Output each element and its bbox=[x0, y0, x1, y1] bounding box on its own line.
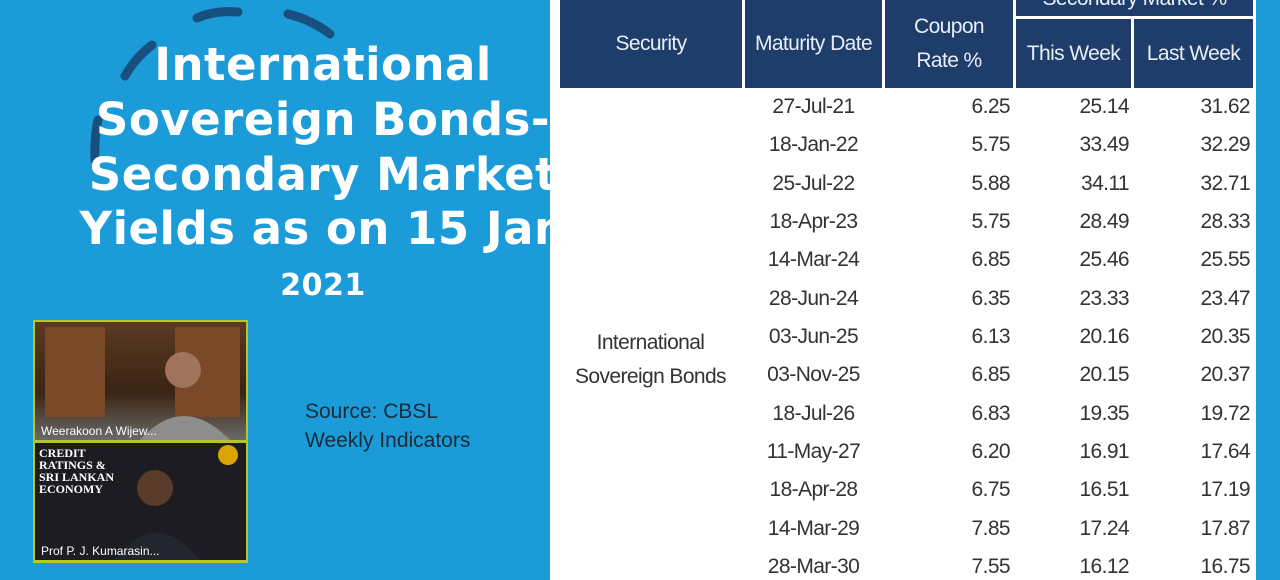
maturity-date: 27-Jul-21 bbox=[772, 95, 855, 118]
yield-this-week: 23.33 bbox=[1079, 286, 1129, 310]
video-frame bbox=[115, 445, 238, 560]
video-frame bbox=[45, 327, 240, 440]
yield-this-week: 25.46 bbox=[1079, 248, 1129, 272]
yield-this-week: 28.49 bbox=[1079, 209, 1129, 233]
decoration bbox=[90, 7, 335, 165]
yield-this-week: 16.12 bbox=[1079, 554, 1129, 578]
maturity-date: 25-Jul-22 bbox=[772, 171, 855, 195]
maturity-date: 18-Apr-28 bbox=[769, 478, 859, 502]
header-last-week: Last Week bbox=[1134, 19, 1253, 88]
maturity-date: 11-May-27 bbox=[766, 439, 861, 463]
yield-this-week: 16.91 bbox=[1079, 439, 1129, 463]
header-maturity: Maturity Date bbox=[745, 0, 882, 88]
maturity-date: 14-Mar-29 bbox=[767, 516, 860, 540]
yield-last-week: 20.37 bbox=[1200, 363, 1250, 387]
title-line: Secondary Market bbox=[88, 148, 558, 201]
maturity-date: 18-Apr-23 bbox=[769, 209, 859, 233]
yield-this-week: 33.49 bbox=[1079, 133, 1129, 157]
coupon-rate: 7.85 bbox=[971, 516, 1011, 540]
yield-this-week: 20.15 bbox=[1079, 363, 1129, 387]
maturity-date: 28-Jun-24 bbox=[768, 286, 859, 310]
yield-last-week: 28.33 bbox=[1200, 209, 1250, 233]
table-panel: Security Maturity Date Coupon Rate % Second… bbox=[550, 0, 1256, 580]
participant-name: Prof P. J. Kumarasin... bbox=[41, 544, 160, 558]
coupon-rate: 5.75 bbox=[971, 133, 1011, 157]
source-line: Weekly Indicators bbox=[305, 429, 471, 452]
maturity-date: 18-Jan-22 bbox=[768, 133, 859, 157]
yield-last-week: 17.64 bbox=[1200, 439, 1250, 463]
maturity-date: 03-Jun-25 bbox=[768, 324, 859, 348]
yield-last-week: 32.29 bbox=[1200, 133, 1250, 157]
yield-this-week: 19.35 bbox=[1079, 401, 1129, 425]
header-security: Security bbox=[560, 0, 742, 88]
shared-slide-text: CREDIT RATINGS & SRI LANKAN ECONOMY bbox=[39, 446, 115, 496]
yield-this-week: 17.24 bbox=[1079, 516, 1129, 540]
header-text: Security bbox=[615, 32, 687, 55]
header-text: Secondary Market % bbox=[1042, 0, 1227, 16]
coupon-rate: 7.55 bbox=[971, 554, 1011, 578]
title-line: Yields as on 15 Jan bbox=[79, 202, 567, 255]
coupon-rate: 6.13 bbox=[971, 324, 1011, 348]
security-label: International Sovereign Bonds bbox=[575, 331, 727, 388]
header-this-week: This Week bbox=[1016, 19, 1131, 88]
yield-this-week: 25.14 bbox=[1079, 95, 1129, 118]
yield-this-week: 16.51 bbox=[1079, 478, 1129, 502]
header-text: This Week bbox=[1026, 41, 1121, 65]
yield-last-week: 20.35 bbox=[1200, 324, 1250, 348]
header-text: Maturity Date bbox=[754, 32, 873, 55]
yield-last-week: 17.87 bbox=[1200, 516, 1250, 540]
video-tile[interactable]: CREDIT RATINGS & SRI LANKAN ECONOMY Prof… bbox=[35, 443, 246, 560]
title-line: 2021 bbox=[280, 268, 366, 303]
maturity-date: 14-Mar-24 bbox=[767, 248, 860, 272]
title-line: International bbox=[154, 38, 492, 91]
coupon-rate: 6.75 bbox=[971, 478, 1011, 502]
header-text: Coupon Rate % bbox=[914, 15, 985, 72]
source-line: Source: CBSL bbox=[305, 400, 439, 423]
coupon-rate: 6.25 bbox=[971, 95, 1011, 118]
yield-last-week: 17.19 bbox=[1200, 478, 1250, 502]
yield-this-week: 20.16 bbox=[1079, 324, 1129, 348]
maturity-date: 18-Jul-26 bbox=[772, 401, 855, 425]
maturity-date: 28-Mar-30 bbox=[767, 554, 860, 578]
yield-last-week: 32.71 bbox=[1200, 171, 1250, 195]
coupon-rate: 6.83 bbox=[971, 401, 1011, 425]
maturity-date: 03-Nov-25 bbox=[767, 363, 860, 387]
coupon-rate: 6.20 bbox=[971, 439, 1011, 463]
header-coupon: Coupon Rate % bbox=[885, 0, 1013, 88]
yield-last-week: 23.47 bbox=[1200, 286, 1250, 310]
yield-last-week: 31.62 bbox=[1200, 95, 1250, 118]
yield-this-week: 34.11 bbox=[1081, 171, 1130, 195]
yield-last-week: 16.75 bbox=[1200, 554, 1250, 578]
header-secondary: Secondary Market % bbox=[1016, 0, 1253, 16]
coupon-rate: 5.75 bbox=[971, 209, 1011, 233]
coupon-rate: 6.85 bbox=[971, 248, 1011, 272]
participant-name: Weerakoon A Wijew... bbox=[41, 424, 157, 438]
coupon-rate: 5.88 bbox=[971, 171, 1011, 195]
yield-last-week: 25.55 bbox=[1200, 248, 1250, 272]
coupon-rate: 6.85 bbox=[971, 363, 1011, 387]
coupon-rate: 6.35 bbox=[971, 286, 1011, 310]
video-tile[interactable]: Weerakoon A Wijew... bbox=[35, 322, 246, 440]
header-text: Last Week bbox=[1146, 41, 1241, 65]
title-line: Sovereign Bonds- bbox=[95, 93, 551, 146]
yield-last-week: 19.72 bbox=[1200, 401, 1250, 425]
